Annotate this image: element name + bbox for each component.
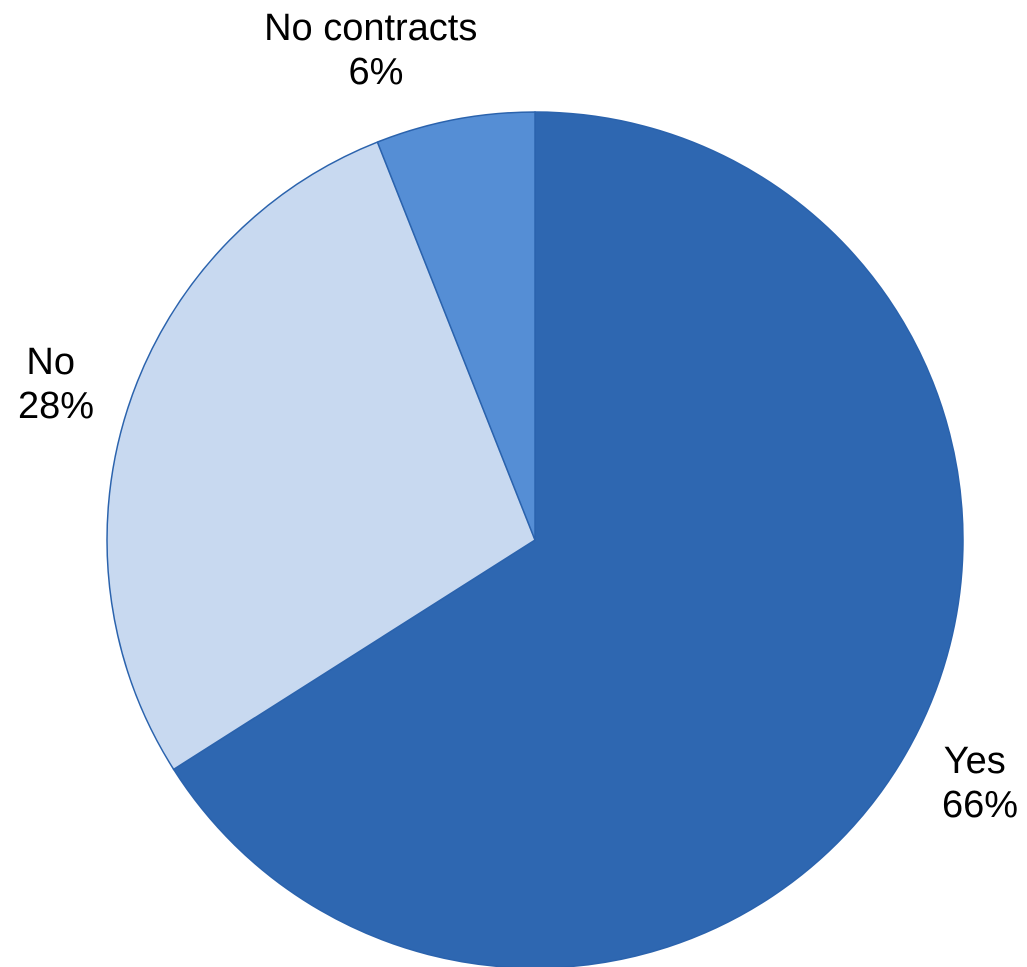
pie-slice-yes bbox=[172, 111, 964, 967]
slice-label-yes-name: Yes bbox=[944, 740, 1006, 782]
pie-slices bbox=[106, 111, 964, 967]
pie-slice-no-contracts bbox=[376, 111, 536, 541]
pie-labels: Yes 66% No 28% No contracts 6% bbox=[18, 7, 1018, 826]
slice-label-no-contracts: No contracts 6% bbox=[264, 7, 488, 93]
slice-label-no-contracts-percent: 6% bbox=[349, 51, 404, 93]
slice-label-no-percent: 28% bbox=[18, 385, 94, 427]
pie-slice-no bbox=[106, 141, 536, 771]
slice-label-no: No 28% bbox=[18, 341, 94, 427]
slice-label-yes-percent: 66% bbox=[942, 784, 1018, 826]
slice-label-no-name: No bbox=[26, 341, 75, 383]
slice-label-yes: Yes 66% bbox=[942, 740, 1018, 826]
slice-label-no-contracts-name: No contracts bbox=[264, 7, 477, 49]
